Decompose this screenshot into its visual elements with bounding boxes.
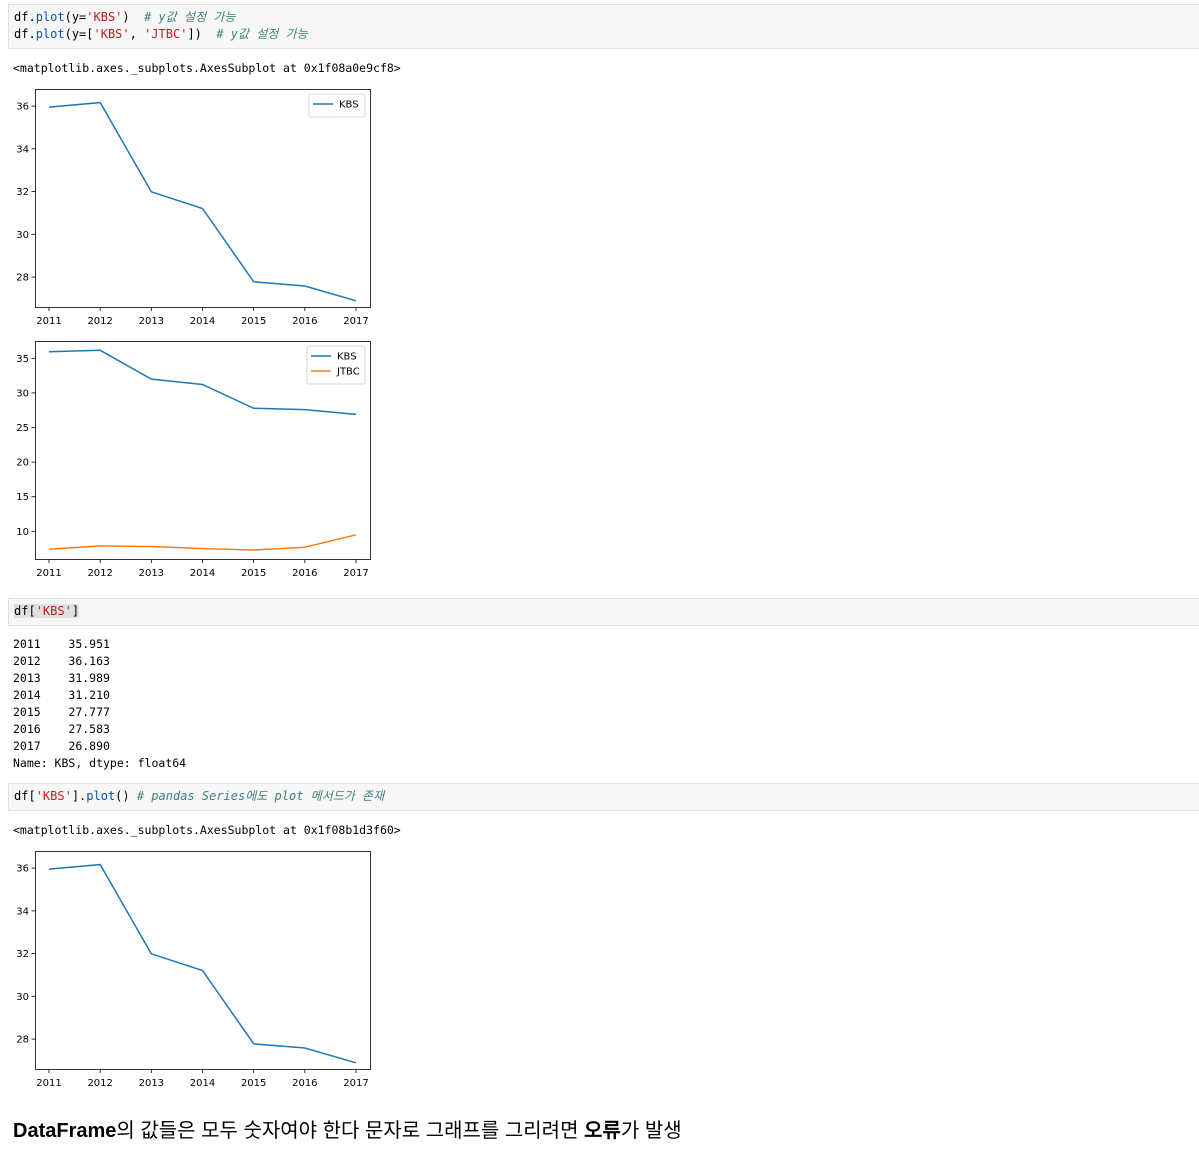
x-tick-label: 2014 [190, 568, 215, 579]
x-tick-label: 2016 [292, 1078, 317, 1089]
series-row: 2015 27.777 [13, 705, 110, 719]
output-repr-3: <matplotlib.axes._subplots.AxesSubplot a… [13, 823, 401, 837]
code-cell-1[interactable]: df.plot(y='KBS') # y값 설정 가능 df.plot(y=['… [8, 4, 1199, 49]
code-line: df['KBS'].plot() # pandas Series에도 plot … [14, 789, 385, 803]
x-tick-label: 2013 [139, 568, 164, 579]
x-tick-label: 2013 [139, 1078, 164, 1089]
y-tick-label: 35 [16, 354, 29, 365]
y-tick-label: 25 [16, 423, 29, 434]
x-tick-label: 2011 [36, 316, 61, 327]
markdown-text: DataFrame의 값들은 모두 숫자여야 한다 문자로 그래프를 그리려면 … [13, 1120, 682, 1142]
legend-label: JTBC [336, 367, 360, 378]
code-cell-3[interactable]: df['KBS'].plot() # pandas Series에도 plot … [8, 783, 1199, 811]
series-output: 2011 35.951 2012 36.163 2013 31.989 2014 31… [13, 636, 186, 772]
code-line: df.plot(y='KBS') # y값 설정 가능 [14, 10, 236, 24]
series-row: 2011 35.951 [13, 637, 110, 651]
y-tick-label: 20 [16, 458, 29, 469]
legend-box [308, 93, 366, 118]
y-tick-label: 36 [16, 102, 29, 113]
series-line-kbs [48, 101, 357, 302]
x-tick-label: 2015 [241, 316, 266, 327]
output-repr-1: <matplotlib.axes._subplots.AxesSubplot a… [13, 61, 401, 75]
y-tick-label: 30 [16, 992, 29, 1003]
x-tick-label: 2012 [87, 568, 112, 579]
code-line: df.plot(y=['KBS', 'JTBC']) # y값 설정 가능 [14, 27, 308, 41]
x-tick-label: 2017 [343, 568, 368, 579]
x-tick-label: 2012 [87, 1078, 112, 1089]
plot-frame [35, 851, 371, 1070]
y-tick-label: 34 [16, 144, 29, 155]
series-row: 2014 31.210 [13, 688, 110, 702]
y-tick-label: 36 [16, 864, 29, 875]
y-tick-label: 10 [16, 527, 29, 538]
plot-kbs-jtbc: 10 15 20 25 30 35 2011 2012 2013 2014 2015 2016 2017… [0, 336, 380, 581]
x-tick-label: 2015 [241, 568, 266, 579]
code-cell-2[interactable]: df['KBS'] [8, 598, 1199, 626]
series-row: 2013 31.989 [13, 671, 110, 685]
code-line: df['KBS'] [14, 604, 80, 618]
series-row: 2016 27.583 [13, 722, 110, 736]
y-tick-label: 32 [16, 949, 29, 960]
legend-label: KBS [339, 100, 359, 111]
y-tick-label: 30 [16, 388, 29, 399]
y-tick-label: 28 [16, 1035, 29, 1046]
y-tick-label: 32 [16, 187, 29, 198]
chart-svg: 10 15 20 25 30 35 2011 2012 2013 2014 2015 2016 2017… [16, 341, 371, 579]
series-line-kbs [48, 349, 357, 416]
series-row: 2012 36.163 [13, 654, 110, 668]
series-line-jtbc [48, 534, 357, 551]
x-tick-label: 2016 [292, 316, 317, 327]
plot-frame [35, 89, 371, 308]
plot-kbs-1: 28 30 32 34 36 2011 2012 2013 2014 2015 2016 2017 KB… [0, 84, 380, 329]
x-tick-label: 2016 [292, 568, 317, 579]
x-tick-label: 2011 [36, 568, 61, 579]
y-tick-label: 28 [16, 273, 29, 284]
x-tick-label: 2017 [343, 1078, 368, 1089]
chart-svg: 28 30 32 34 36 2011 2012 2013 2014 2015 2016 2017 [16, 851, 371, 1089]
x-tick-label: 2011 [36, 1078, 61, 1089]
series-row: 2017 26.890 [13, 739, 110, 753]
x-tick-label: 2015 [241, 1078, 266, 1089]
x-tick-label: 2017 [343, 316, 368, 327]
series-line-kbs [48, 863, 357, 1064]
y-tick-label: 30 [16, 230, 29, 241]
plot-kbs-2: 28 30 32 34 36 2011 2012 2013 2014 2015 2016 2017 [0, 846, 380, 1091]
x-tick-label: 2014 [190, 316, 215, 327]
series-footer: Name: KBS, dtype: float64 [13, 756, 187, 770]
x-tick-label: 2012 [87, 316, 112, 327]
y-tick-label: 15 [16, 492, 29, 503]
x-tick-label: 2013 [139, 316, 164, 327]
x-tick-label: 2014 [190, 1078, 215, 1089]
chart-svg: 28 30 32 34 36 2011 2012 2013 2014 2015 2016 2017 KB… [16, 89, 371, 327]
legend-label: KBS [337, 352, 357, 363]
y-tick-label: 34 [16, 906, 29, 917]
